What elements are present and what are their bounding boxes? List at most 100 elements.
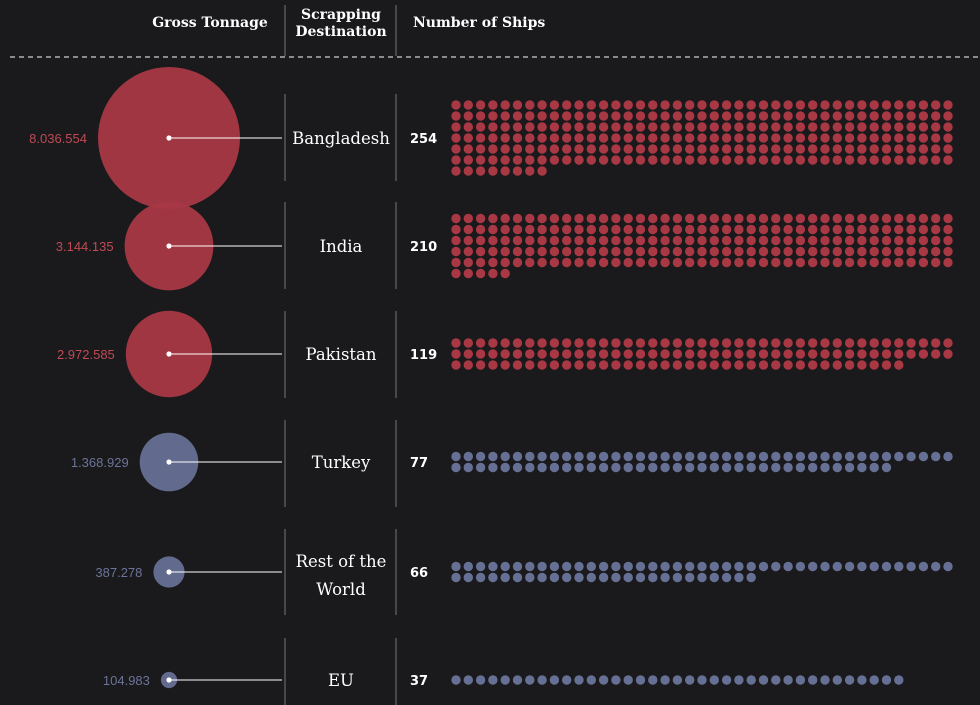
- ship-dot: [635, 675, 646, 685]
- ship-dot: [598, 246, 609, 257]
- ship-dot: [746, 349, 756, 359]
- ship-dot: [660, 155, 670, 165]
- ship-dot: [746, 338, 756, 348]
- ship-dot: [832, 338, 842, 348]
- ship-dot: [697, 133, 707, 143]
- ship-dot: [697, 224, 707, 235]
- ship-dot: [894, 338, 904, 348]
- header-scrapping-line1: Scrapping: [301, 7, 381, 23]
- ship-dot: [562, 572, 572, 583]
- ship-dot: [746, 111, 756, 121]
- ship-dot: [488, 100, 498, 110]
- ship-dot: [906, 111, 916, 121]
- ship-dot: [709, 246, 719, 257]
- ship-dot: [525, 213, 535, 224]
- ship-dot: [844, 213, 855, 224]
- ship-dot: [758, 246, 769, 257]
- ship-dot: [586, 133, 596, 143]
- ship-dot: [721, 360, 732, 370]
- ship-dot: [672, 122, 683, 132]
- ship-dot: [623, 213, 633, 224]
- ship-dot: [820, 360, 830, 370]
- ship-dot: [869, 338, 879, 348]
- ship-dot: [758, 675, 769, 685]
- ship-dot: [586, 338, 596, 348]
- ship-dot: [820, 561, 830, 572]
- ship-dot: [894, 144, 904, 154]
- ship-dot: [672, 675, 683, 685]
- ship-dot: [758, 451, 769, 462]
- ship-dot: [586, 224, 596, 235]
- bubble-center-dot: [166, 135, 172, 141]
- ship-dot: [721, 257, 732, 268]
- ship-dot: [463, 111, 473, 121]
- ship-dot: [635, 338, 646, 348]
- tonnage-label-pakistan: 2.972.585: [57, 347, 115, 362]
- ship-dot: [943, 213, 953, 224]
- ship-dot: [869, 213, 879, 224]
- ship-dot: [783, 246, 793, 257]
- ship-dot: [832, 155, 842, 165]
- ship-dot: [771, 349, 781, 359]
- ship-dot: [906, 338, 916, 348]
- ship-dot: [525, 133, 535, 143]
- ship-dot: [512, 257, 523, 268]
- ship-dot: [586, 360, 596, 370]
- ship-dot: [537, 235, 547, 246]
- ship-dot: [746, 144, 756, 154]
- ship-dot: [869, 675, 879, 685]
- ship-dot: [512, 338, 523, 348]
- ship-dot: [648, 213, 658, 224]
- ship-dot: [783, 144, 793, 154]
- ship-dot: [820, 451, 830, 462]
- ship-dot: [660, 144, 670, 154]
- ship-dot: [734, 144, 744, 154]
- ship-dot: [685, 338, 695, 348]
- ship-dot: [721, 213, 732, 224]
- ship-dot: [709, 111, 719, 121]
- ship-dot: [500, 338, 510, 348]
- ship-dot: [734, 360, 744, 370]
- ship-dot: [721, 122, 732, 132]
- ship-dot: [857, 133, 867, 143]
- ship-dot: [783, 235, 793, 246]
- ship-dot: [906, 100, 916, 110]
- ship-dot: [844, 235, 855, 246]
- ship-dot: [463, 451, 473, 462]
- ship-dot: [721, 675, 732, 685]
- ship-dot: [586, 675, 596, 685]
- ship-dot: [795, 338, 806, 348]
- ship-dot: [943, 111, 953, 121]
- ship-dot: [623, 133, 633, 143]
- ship-dot: [611, 246, 621, 257]
- ship-dot: [475, 462, 486, 473]
- ship-dot: [623, 257, 633, 268]
- ship-dot: [894, 257, 904, 268]
- ship-dot: [672, 572, 683, 583]
- ship-dot: [648, 111, 658, 121]
- ship-dot: [881, 224, 892, 235]
- ship-dot: [697, 246, 707, 257]
- ship-dot: [500, 462, 510, 473]
- ship-dot: [574, 224, 584, 235]
- ship-dot: [820, 144, 830, 154]
- ship-dot: [734, 246, 744, 257]
- ship-dot: [660, 133, 670, 143]
- ship-dot: [709, 561, 719, 572]
- ship-dot: [869, 133, 879, 143]
- ship-dot: [463, 257, 473, 268]
- ship-dot: [697, 349, 707, 359]
- ship-dot: [463, 561, 473, 572]
- ship-dot: [463, 122, 473, 132]
- ship-dot: [931, 213, 941, 224]
- ship-dot: [537, 155, 547, 165]
- ship-dot: [512, 111, 523, 121]
- ship-dot: [500, 213, 510, 224]
- ship-dot: [574, 338, 584, 348]
- ship-dot: [451, 166, 461, 176]
- ship-dot: [771, 224, 781, 235]
- ship-dot: [820, 257, 830, 268]
- ship-dot: [869, 451, 879, 462]
- ship-dot: [598, 144, 609, 154]
